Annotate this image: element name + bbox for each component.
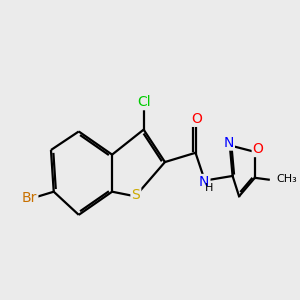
Text: N: N [199, 175, 209, 189]
Text: N: N [224, 136, 234, 150]
Text: Cl: Cl [137, 95, 150, 109]
Text: S: S [131, 188, 140, 202]
Text: O: O [253, 142, 264, 156]
Text: Br: Br [22, 191, 37, 205]
Text: O: O [191, 112, 202, 126]
Text: H: H [205, 183, 213, 194]
Text: CH₃: CH₃ [277, 173, 297, 184]
